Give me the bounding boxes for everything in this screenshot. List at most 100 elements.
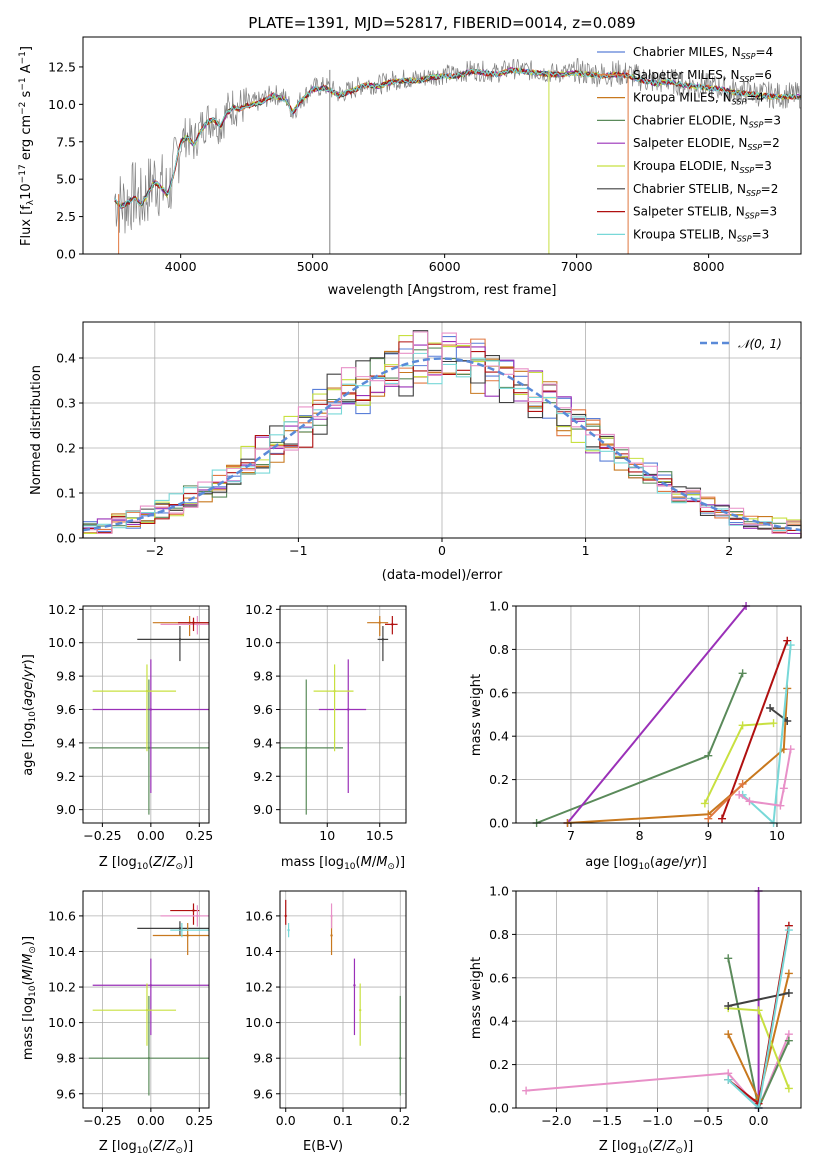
y-tick-label: 10.4 [48,944,76,959]
y-tick-label: 10.0 [48,97,76,112]
normal-curve [82,357,802,532]
point-5 [192,909,195,912]
point-6 [196,914,199,918]
series-line-8 [707,783,744,820]
y-tick-label: 10.0 [48,1015,76,1030]
x-tick-label: 0.1 [333,1113,353,1128]
age-vs-mass-panel: 10 10.5 9.0 9.2 9.4 9.6 9.8 10.0 10.2 [245,602,407,843]
series-marker [769,719,778,728]
y-tick-label: 9.8 [56,669,76,684]
panel-frame [515,605,802,824]
legend-entry: Kroupa ELODIE, NSSP=3 [633,159,772,175]
point-0 [305,746,308,750]
point-5 [196,623,199,626]
series-marker [724,1030,733,1039]
residual-x-label: (data-model)/error [382,568,503,583]
x-tick-label: 8 [636,828,644,843]
y-tick-label: 10.2 [48,602,76,617]
weight-vs-Z-panel: −2.0 −1.5 −1.0 −0.5 0.0 0.0 0.2 0.4 0.6 0.8 1.0 [489,884,802,1128]
y-tick-label: 10.6 [48,908,76,923]
x-tick-label: 10.5 [366,828,394,843]
y-tick-label: 10.2 [245,602,273,617]
age-mass-x-label: mass [log10(M/M⊙)] [281,855,405,872]
series-line-7 [738,749,792,807]
x-tick-label: 7 [567,828,575,843]
series-line-6 [741,645,792,826]
y-tick-label: 9.6 [253,1086,273,1101]
y-tick-label: 10.2 [245,980,273,995]
y-tick-label: 0.1 [56,486,76,501]
series-marker [738,669,747,678]
legend-entry: Salpeter ELODIE, NSSP=2 [633,136,780,152]
y-tick-label: 10.0 [48,635,76,650]
y-tick-label: 12.5 [48,59,76,74]
point-1 [353,984,356,987]
series-marker [724,1002,733,1011]
age-Z-x-label: Z [log10(Z/Z⊙)] [99,855,193,872]
y-tick-label: 0.2 [56,441,76,456]
series-marker [700,799,709,808]
x-tick-label: −0.5 [693,1113,723,1128]
spectrum-title: PLATE=1391, MJD=52817, FIBERID=0014, z=0… [248,14,635,32]
y-tick-label: 0.0 [56,531,76,546]
y-tick-label: 9.8 [253,1051,273,1066]
x-tick-label: 5000 [297,259,329,274]
legend-entry: Kroupa MILES, NSSP=4 [633,91,764,107]
y-tick-label: 9.4 [253,735,273,750]
panel-frame [82,605,210,824]
y-tick-label: 1.0 [489,599,509,614]
legend-entry: Chabrier ELODIE, NSSP=3 [633,113,781,129]
y-tick-label: 0.6 [489,685,509,700]
series-marker [786,745,795,754]
weight-vs-age-panel: 7 8 9 10 0.0 0.2 0.4 0.6 0.8 1.0 [489,599,802,843]
mass-vs-EBV-panel: 0.0 0.1 0.2 9.6 9.8 10.0 10.2 10.4 10.6 [245,890,410,1128]
residual-y-label: Normed distribution [29,365,44,495]
series-marker [718,814,727,823]
mass-vs-Z-panel: −0.25 0.00 0.25 9.6 9.8 10.0 10.2 10.4 10.6 [48,890,213,1128]
series-marker [766,703,775,712]
series-marker [784,988,793,997]
spectrum-frame [82,36,802,255]
y-tick-label: 9.0 [56,802,76,817]
spectrum-legend: Chabrier MILES, NSSP=4 Salpeter MILES, NS… [597,45,781,243]
point-3 [330,934,333,937]
y-tick-label: 5.0 [56,172,76,187]
series-marker [776,801,785,810]
point-4 [330,914,333,918]
series-line-1 [566,605,747,824]
point-2 [145,689,149,693]
y-tick-label: 2.5 [56,209,76,224]
y-tick-label: 0.0 [489,816,509,831]
point-4 [186,934,189,937]
x-tick-label: −1 [289,543,307,558]
point-6 [192,621,195,624]
panel-frame [279,605,407,824]
point-2 [358,1008,362,1012]
y-tick-label: 1.0 [489,884,509,899]
weight-age-x-label: age [log10(age/yr)] [585,855,707,872]
y-tick-label: 9.6 [56,1086,76,1101]
residual-legend: 𝒩(0, 1) [700,337,782,351]
point-0 [399,1056,402,1060]
series-marker [735,790,744,799]
residual-panel: −2 −1 0 1 2 0.0 0.1 0.2 0.3 0.4 (data-model)/erro… [29,321,802,583]
y-tick-label: 0.0 [56,247,76,262]
y-tick-label: 10.0 [245,1015,273,1030]
series-marker [784,969,793,978]
point-1 [149,984,153,987]
series-marker [522,1086,531,1095]
x-tick-label: −0.25 [83,1113,121,1128]
y-tick-label: 9.4 [56,735,76,750]
y-tick-label: 9.6 [56,702,76,717]
y-tick-label: 0.8 [489,642,509,657]
y-tick-label: 9.2 [56,769,76,784]
point-6 [287,928,290,932]
series-marker [724,954,733,963]
spectrum-x-label: wavelength [Angstrom, rest frame] [328,283,557,298]
weight-age-y-label: mass weight [469,674,484,756]
y-tick-label: 9.8 [56,1051,76,1066]
x-tick-label: −1.0 [642,1113,672,1128]
series-marker [738,721,747,730]
point-1 [149,708,153,711]
